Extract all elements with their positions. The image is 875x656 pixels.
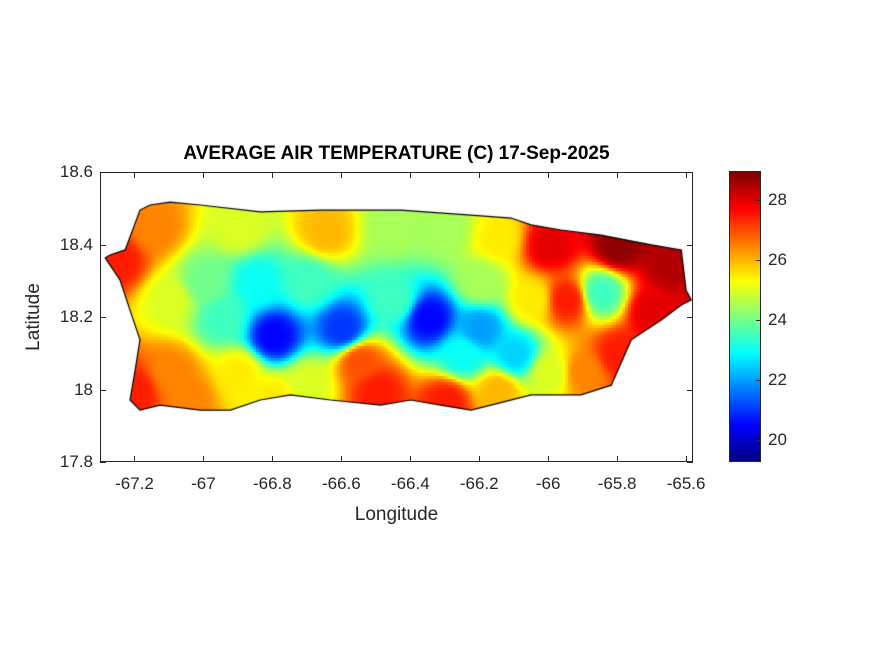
y-tick-mark	[100, 389, 106, 391]
x-tick-mark	[617, 456, 619, 462]
y-tick-mark-right	[687, 462, 693, 463]
colorbar-tick-mark	[756, 260, 761, 262]
colorbar-tick-mark	[756, 440, 761, 442]
x-tick-label: -66.2	[459, 474, 499, 493]
colorbar-tick-mark	[756, 320, 761, 322]
x-tick-label: -65.8	[597, 474, 637, 493]
colorbar-tick-label: 20	[768, 430, 787, 450]
x-tick-mark-top	[548, 172, 550, 178]
x-tick-label: -67	[191, 474, 216, 493]
colorbar-tick-label: 24	[768, 310, 787, 330]
colorbar-tick-mark	[756, 200, 761, 202]
colorbar-tick-mark	[756, 380, 761, 382]
x-tick-mark-top	[617, 172, 619, 178]
x-tick-mark	[479, 456, 481, 462]
y-tick-mark-right	[687, 317, 693, 318]
x-tick-mark-top	[272, 172, 274, 178]
x-tick-mark	[203, 456, 205, 462]
y-tick-label: 18.2	[59, 307, 93, 326]
x-tick-mark	[272, 456, 274, 462]
x-tick-mark-top	[686, 172, 688, 178]
y-tick-label: 18.6	[59, 162, 93, 181]
x-tick-label: -65.6	[666, 474, 706, 493]
y-tick-label: 18.4	[59, 234, 93, 254]
x-tick-label: -67.2	[115, 474, 154, 493]
x-tick-mark-top	[341, 172, 343, 178]
colorbar	[729, 171, 761, 462]
x-tick-label: -66.6	[321, 474, 361, 493]
chart-title: AVERAGE AIR TEMPERATURE (C) 17-Sep-2025	[183, 143, 610, 164]
x-axis-label: Longitude	[354, 504, 439, 525]
x-tick-mark	[548, 456, 550, 462]
y-tick-label: 17.8	[59, 452, 93, 471]
temperature-heatmap	[100, 172, 693, 462]
x-tick-label: -66	[535, 474, 561, 493]
x-tick-mark	[686, 456, 688, 462]
y-tick-mark-right	[687, 244, 693, 246]
y-tick-mark	[100, 317, 106, 318]
x-tick-label: -66.4	[390, 474, 430, 493]
colorbar-tick-label: 26	[768, 250, 787, 270]
y-tick-mark	[100, 244, 106, 246]
colorbar-tick-label: 22	[768, 370, 787, 390]
x-tick-mark-top	[479, 172, 481, 178]
y-tick-mark	[100, 462, 106, 463]
y-tick-mark-right	[687, 389, 693, 391]
x-tick-mark-top	[134, 172, 136, 178]
x-tick-mark	[134, 456, 136, 462]
x-tick-mark-top	[410, 172, 412, 178]
x-tick-mark	[410, 456, 412, 462]
y-tick-label: 18	[74, 379, 93, 399]
x-tick-mark-top	[203, 172, 205, 178]
x-tick-mark	[341, 456, 343, 462]
y-tick-mark-right	[687, 172, 693, 173]
y-tick-mark	[100, 172, 106, 173]
colorbar-tick-label: 28	[768, 190, 787, 210]
x-tick-label: -66.8	[253, 474, 292, 493]
